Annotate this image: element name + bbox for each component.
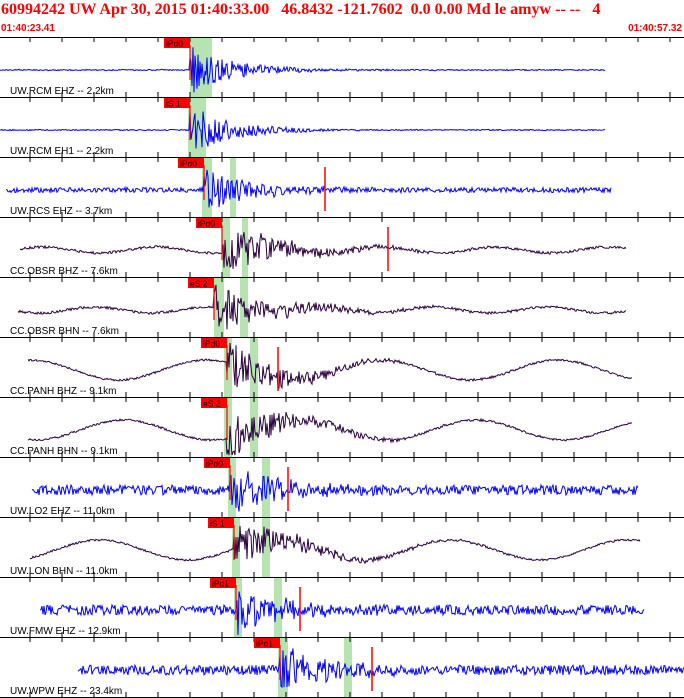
waveform	[31, 471, 639, 512]
pick-label-box	[201, 338, 227, 348]
station-label: UW.WPW EHZ -- 23.4km	[10, 686, 122, 697]
pick-window	[228, 457, 236, 517]
pick-window	[202, 157, 212, 217]
pick-window	[224, 337, 232, 397]
station-label: UW.RCS EHZ -- 3.7km	[10, 206, 112, 217]
trace-row: eS 2 CC.PANH BHN -- 9.1km	[0, 397, 684, 457]
station-label: UW.RCM EHZ -- 2.2km	[10, 86, 114, 97]
pick-window	[190, 37, 212, 97]
waveform	[19, 232, 627, 269]
waveform	[5, 169, 612, 208]
waveform	[0, 111, 606, 149]
trace-row: iPd0 CC.OBSR BHZ -- 7.6km	[0, 217, 684, 277]
pick-label: eS 2	[190, 279, 208, 289]
pick-label: iPd0	[206, 459, 223, 469]
pick-window	[262, 517, 270, 577]
pick-window	[250, 337, 258, 397]
time-ticks	[29, 158, 671, 217]
time-ticks	[29, 398, 671, 457]
pick-window	[230, 157, 236, 217]
waveform	[77, 648, 684, 688]
pick-label: iPd1	[256, 639, 273, 649]
pick-label: eS 2	[203, 399, 221, 409]
waveform	[39, 591, 645, 636]
pick-label-box	[201, 398, 227, 408]
time-end-label: 01:40:57.32	[628, 23, 682, 34]
pick-label-box	[178, 158, 204, 168]
waveform	[30, 525, 641, 565]
time-ticks	[29, 578, 671, 637]
pick-label: iPd0	[203, 339, 220, 349]
time-start-label: 01:40:23.41	[1, 23, 55, 34]
pick-label-box	[196, 218, 222, 228]
trace-row: iPd1 UW.FMW EHZ -- 12.9km	[0, 577, 684, 637]
time-ticks	[29, 218, 671, 277]
pick-window	[344, 637, 352, 697]
trace-row: iS 1 UW.LON BHN -- 11.0km	[0, 517, 684, 577]
pick-window	[262, 457, 270, 517]
waveform	[17, 284, 627, 330]
station-label: UW.RCM EH1 -- 2.2km	[10, 146, 113, 157]
pick-window	[274, 577, 282, 637]
pick-label-box	[188, 278, 214, 288]
station-label: UW.FMW EHZ -- 12.9km	[10, 626, 121, 637]
station-label: CC.PANH BHZ -- 9.1km	[10, 386, 117, 397]
trace-row: iPd0 CC.PANH BHZ -- 9.1km	[0, 337, 684, 397]
trace-row: eS 2 CC.OBSR BHN -- 7.6km	[0, 277, 684, 337]
pick-label-box	[210, 578, 236, 588]
pick-label-box	[204, 458, 230, 468]
pick-label-box	[208, 518, 234, 528]
pick-label: iPd0	[180, 159, 197, 169]
time-ticks	[29, 518, 671, 577]
time-ticks	[29, 98, 671, 157]
pick-label: iPd0	[166, 39, 183, 49]
seismogram-plot[interactable]: iPd0 UW.RCM EHZ -- 2.2km iS 1 UW.RCM EH1 --…	[0, 37, 684, 698]
pick-label-box	[254, 638, 280, 648]
pick-window	[224, 397, 232, 457]
pick-label: iPd1	[212, 579, 229, 589]
time-ticks	[29, 38, 671, 97]
event-title: 60994242 UW Apr 30, 2015 01:40:33.00 46.…	[1, 1, 601, 18]
pick-window	[214, 277, 224, 337]
waveform	[27, 411, 633, 456]
station-label: CC.PANH BHN -- 9.1km	[10, 446, 118, 457]
time-ticks	[29, 338, 671, 397]
pick-label-box	[164, 38, 190, 48]
pick-window	[222, 217, 230, 277]
pick-window	[234, 577, 242, 637]
station-label: UW.LON BHN -- 11.0km	[10, 566, 118, 577]
pick-label: iPd0	[198, 219, 215, 229]
trace-row: iS 1 UW.RCM EH1 -- 2.2km	[0, 97, 684, 157]
pick-label: iS 1	[166, 99, 181, 109]
pick-label-box	[164, 98, 190, 108]
header-bar: 60994242 UW Apr 30, 2015 01:40:33.00 46.…	[0, 0, 684, 37]
pick-label: iS 1	[210, 519, 225, 529]
station-label: CC.OBSR BHN -- 7.6km	[10, 326, 119, 337]
station-label: CC.OBSR BHZ -- 7.6km	[10, 266, 118, 277]
waveform	[27, 342, 632, 390]
trace-row: iPd0 UW.RCM EHZ -- 2.2km	[0, 37, 684, 97]
waveform	[0, 47, 606, 93]
trace-row: iPd0 UW.RCS EHZ -- 3.7km	[0, 157, 684, 217]
station-label: UW.LO2 EHZ -- 11.0km	[10, 506, 115, 517]
trace-row: iPd1 UW.WPW EHZ -- 23.4km	[0, 637, 684, 697]
trace-row: iPd0 UW.LO2 EHZ -- 11.0km	[0, 457, 684, 517]
